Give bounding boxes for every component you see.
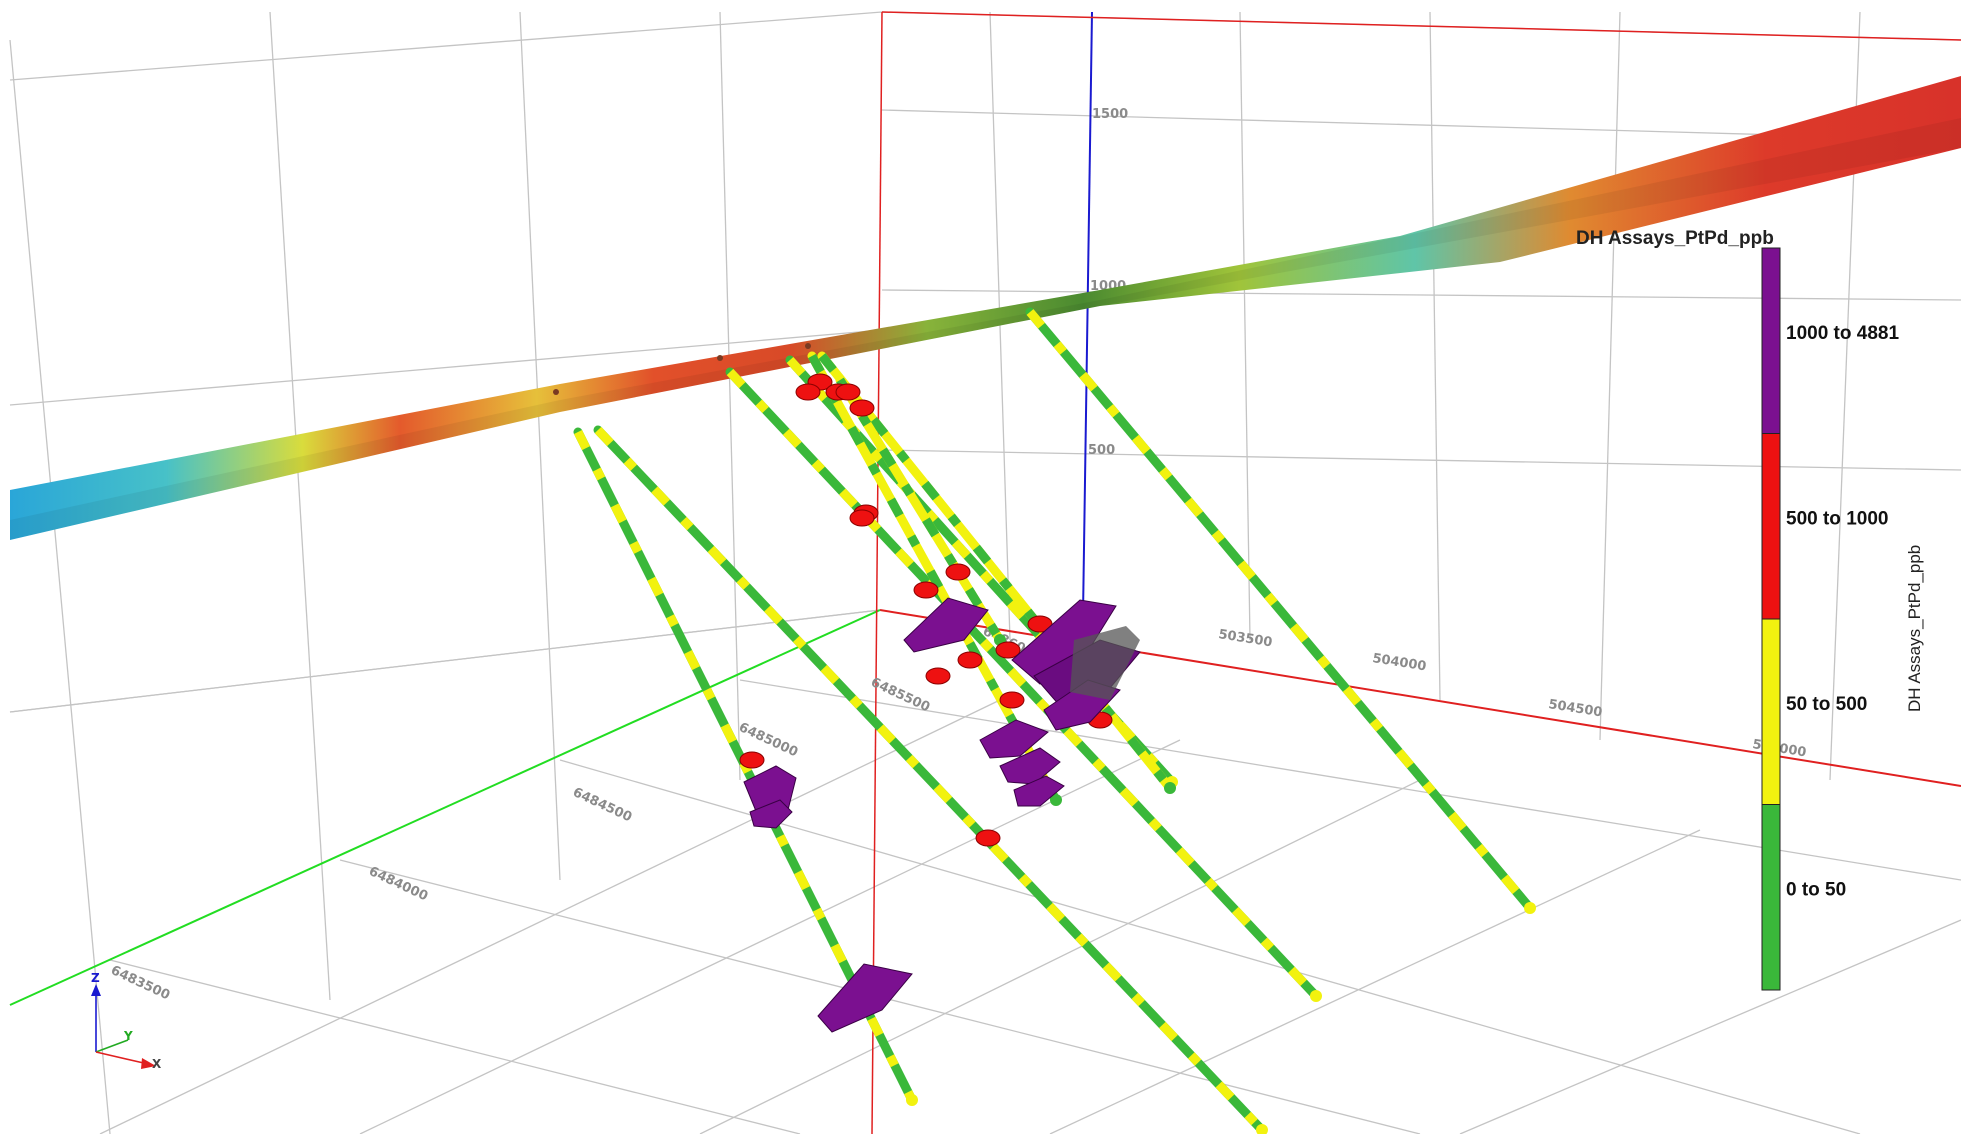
grid-line: [881, 289, 1961, 301]
legend: DH Assays_PtPd_ppb 1000 to 4881 500 to 10…: [1576, 228, 1924, 991]
red-top-line: [881, 11, 1961, 41]
drillhole-assay-intervals: [836, 377, 1004, 643]
grid-line: [719, 11, 741, 781]
intercept-disc: [817, 963, 913, 1033]
grid-line: [519, 11, 561, 881]
intercept-ring: [999, 691, 1025, 709]
grid-line: [989, 11, 1011, 641]
grid-line: [1599, 11, 1621, 741]
intercept-ring: [913, 581, 939, 599]
drillhole-end-marker: [1164, 782, 1176, 794]
grid-line: [1049, 829, 1701, 1134]
legend-title: DH Assays_PtPd_ppb: [1576, 228, 1774, 249]
surface-band: [10, 76, 1961, 540]
x-tick-label: 504000: [1371, 651, 1427, 674]
drillhole-end-marker: [1310, 990, 1322, 1002]
grid-line: [359, 739, 1181, 1134]
legend-swatch: [1761, 433, 1781, 620]
triad-x-label: X: [152, 1057, 162, 1071]
y-tick-label: 6484500: [570, 785, 634, 825]
intercept-disc: [749, 799, 793, 829]
grid-line: [881, 449, 1961, 471]
legend-color-bar: 1000 to 4881 500 to 1000 50 to 500 0 to 50: [1761, 247, 1899, 991]
intercept-ring: [795, 383, 821, 401]
legend-swatch: [1761, 247, 1781, 434]
drillhole-end-marker: [906, 1094, 918, 1106]
y-tick-label: 6485500: [868, 675, 932, 715]
grid-line: [9, 39, 111, 1134]
triad-y-label: Y: [123, 1029, 133, 1043]
x-tick-label: 504500: [1547, 697, 1603, 720]
legend-class-label: 0 to 50: [1786, 879, 1846, 900]
grid-lines: [9, 11, 1961, 1134]
topographic-surface[interactable]: [10, 76, 1961, 540]
intercept-ring: [995, 641, 1021, 659]
grid-line: [109, 959, 801, 1134]
drillhole-trace: [593, 425, 1267, 1134]
grid-line: [269, 11, 331, 1001]
grid-line: [1459, 919, 1961, 1134]
surface-band-shade: [10, 118, 1961, 540]
drillhole-end-marker: [1524, 902, 1536, 914]
intercept-disc: [979, 719, 1049, 759]
grid-line: [699, 779, 1421, 1134]
drillhole[interactable]: [817, 351, 1176, 794]
grey-disc: [1070, 626, 1140, 700]
drillhole-end-marker: [1256, 1124, 1268, 1134]
grid-line: [739, 679, 1961, 881]
intercept-ring: [957, 651, 983, 669]
grid-line: [99, 699, 1001, 1134]
intercept-ring: [925, 667, 951, 685]
legend-swatch: [1761, 804, 1781, 991]
x-tick-label: 503500: [1217, 627, 1273, 650]
y-axis-line: [9, 609, 881, 1006]
triad-z-arrow-icon: [91, 984, 101, 996]
drillhole[interactable]: [1025, 307, 1536, 914]
legend-class-label: 1000 to 4881: [1786, 323, 1899, 344]
drillhole-assay-intervals: [818, 353, 1174, 791]
intercept-disc: [903, 597, 989, 653]
triad-z-label: Z: [91, 971, 100, 985]
legend-side-label: DH Assays_PtPd_ppb: [1905, 545, 1924, 712]
drillhole-trace: [725, 367, 1321, 1001]
intercept-disc: [999, 747, 1061, 785]
intercept-ring: [945, 563, 971, 581]
red-vertical-line: [871, 11, 883, 1134]
grid-line: [1239, 11, 1251, 641]
grid-line: [9, 609, 881, 713]
intercept-discs: [739, 373, 1141, 1033]
z-tick-label: 500: [1088, 443, 1115, 458]
z-tick-label: 1500: [1092, 107, 1128, 122]
intercept-ring: [849, 399, 875, 417]
y-tick-label: 6484000: [366, 864, 430, 904]
collar-marker: [717, 355, 723, 361]
drillhole-end-marker: [1050, 794, 1062, 806]
drillhole[interactable]: [725, 367, 1322, 1002]
intercept-disc: [1013, 775, 1065, 807]
legend-swatch: [1761, 618, 1781, 805]
legend-class-label: 500 to 1000: [1786, 508, 1888, 529]
collar-marker: [553, 389, 559, 395]
grid-line: [9, 11, 883, 81]
y-tick-label: 6483500: [108, 963, 172, 1003]
collar-marker: [805, 343, 811, 349]
intercept-ring: [835, 383, 861, 401]
drillhole-assay-intervals: [1026, 309, 1534, 911]
intercept-ring: [739, 751, 765, 769]
triad-x-arrow-icon: [141, 1058, 156, 1069]
z-axis-line: [1082, 11, 1093, 616]
drillhole[interactable]: [593, 425, 1268, 1134]
grid-line: [9, 329, 883, 406]
intercept-ring: [975, 829, 1001, 847]
grid-line: [1429, 11, 1441, 701]
legend-class-label: 50 to 500: [1786, 694, 1867, 715]
intercept-ring: [849, 509, 875, 527]
triad-y-line: [95, 1039, 129, 1053]
axis-triad: Z Y X: [91, 971, 162, 1071]
triad-x-line: [95, 1051, 149, 1065]
intercept-ring: [1027, 615, 1053, 633]
